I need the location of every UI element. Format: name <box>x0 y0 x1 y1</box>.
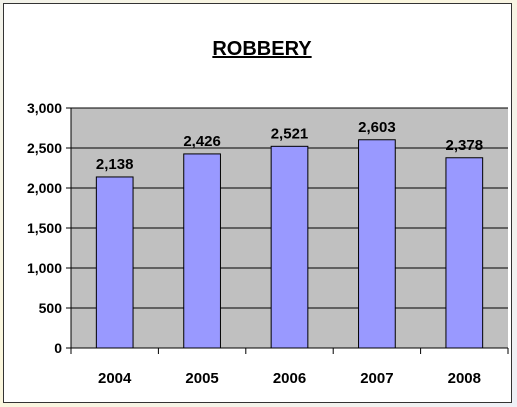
y-tick-label: 500 <box>39 300 63 316</box>
y-tick-label: 2,000 <box>27 180 62 196</box>
bar-2007 <box>358 139 396 349</box>
bars <box>95 139 484 349</box>
x-tick-label: 2008 <box>448 370 481 387</box>
y-tick-label: 3,000 <box>27 100 62 116</box>
bar-2006 <box>270 145 309 349</box>
data-label: 2,138 <box>96 156 134 173</box>
y-tick-label: 0 <box>54 340 62 356</box>
x-tick-label: 2007 <box>360 370 393 387</box>
bar-2005 <box>183 153 221 349</box>
y-tick-label: 2,500 <box>27 140 62 156</box>
axes <box>66 107 509 354</box>
y-tick-label: 1,000 <box>27 260 62 276</box>
data-label: 2,426 <box>183 133 221 150</box>
data-label: 2,521 <box>271 125 309 142</box>
x-tick-label: 2004 <box>98 370 132 387</box>
labels: 0 500 1,000 1,500 2,000 2,500 3,000 2,138 2004 2,… <box>27 100 483 387</box>
x-tick-label: 2006 <box>273 370 306 387</box>
chart-title: ROBBERY <box>212 38 312 60</box>
x-tick-label: 2005 <box>185 370 218 387</box>
bar-2004 <box>95 176 134 349</box>
data-label: 2,378 <box>446 137 484 154</box>
bar-2008 <box>445 157 484 349</box>
y-tick-label: 1,500 <box>27 220 62 236</box>
data-label: 2,603 <box>358 119 396 136</box>
